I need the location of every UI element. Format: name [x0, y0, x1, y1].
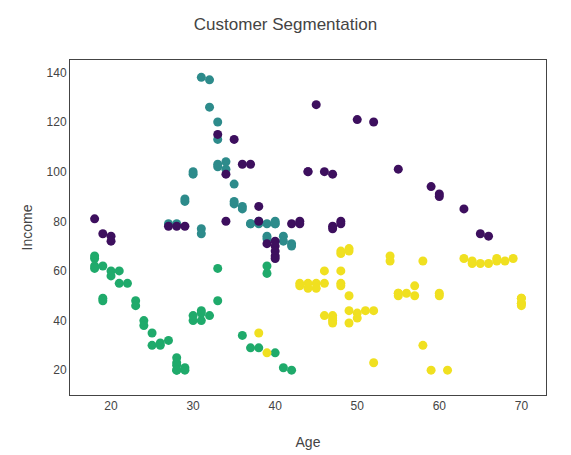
- svg-text:20: 20: [104, 399, 118, 413]
- svg-text:Income: Income: [19, 204, 35, 250]
- svg-text:Age: Age: [296, 434, 321, 450]
- svg-text:20: 20: [53, 363, 67, 377]
- svg-text:100: 100: [47, 165, 67, 179]
- svg-text:70: 70: [515, 399, 529, 413]
- svg-text:120: 120: [47, 115, 67, 129]
- svg-text:30: 30: [186, 399, 200, 413]
- svg-text:140: 140: [47, 66, 67, 80]
- svg-text:60: 60: [53, 264, 67, 278]
- svg-text:80: 80: [53, 215, 67, 229]
- svg-text:40: 40: [268, 399, 282, 413]
- svg-text:40: 40: [53, 314, 67, 328]
- svg-text:Customer Segmentation: Customer Segmentation: [194, 15, 377, 34]
- svg-text:50: 50: [351, 399, 365, 413]
- svg-text:60: 60: [433, 399, 447, 413]
